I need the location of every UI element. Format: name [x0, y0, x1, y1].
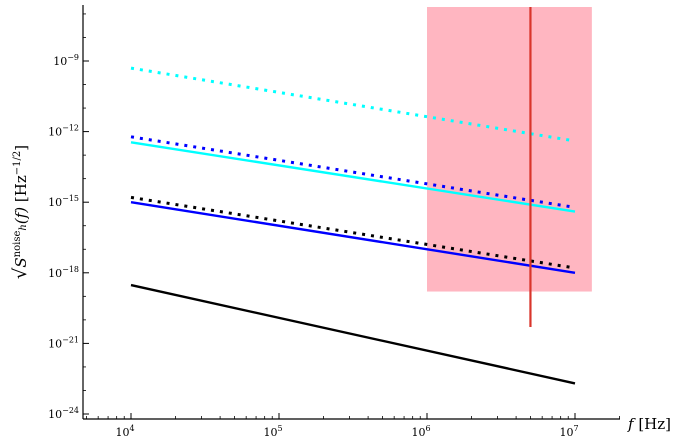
shaded-frequency-region — [427, 7, 592, 292]
series-line-4 — [130, 201, 576, 274]
y-tick-label-5: 10−12 — [48, 124, 79, 139]
x-axis-label: f [Hz] — [627, 415, 671, 433]
y-tick-label-1: 10−24 — [48, 406, 79, 421]
x-tick-label-4: 107 — [559, 424, 578, 439]
region-layer — [427, 7, 592, 292]
x-tick-label-1: 104 — [115, 424, 134, 439]
y-tick-label-4: 10−15 — [48, 194, 79, 209]
series-line-1 — [130, 66, 576, 143]
series-line-5 — [130, 195, 576, 270]
x-tick-label-2: 105 — [263, 424, 282, 439]
y-tick-label-2: 10−21 — [48, 335, 79, 350]
y-tick-label-6: 10−9 — [53, 53, 79, 68]
tick-layer: 104 105 106 107 10−24 10−21 10−18 10−15 10−12 10−… — [48, 13, 620, 439]
y-tick-label-3: 10−18 — [48, 265, 79, 280]
series-line-2 — [130, 141, 576, 213]
y-axis-label: √Snoiseh(f) [Hz−1/2] — [10, 145, 31, 279]
series-line-6 — [130, 283, 576, 385]
series-layer — [130, 66, 576, 385]
series-line-3 — [130, 135, 576, 209]
x-tick-label-3: 106 — [411, 424, 430, 439]
